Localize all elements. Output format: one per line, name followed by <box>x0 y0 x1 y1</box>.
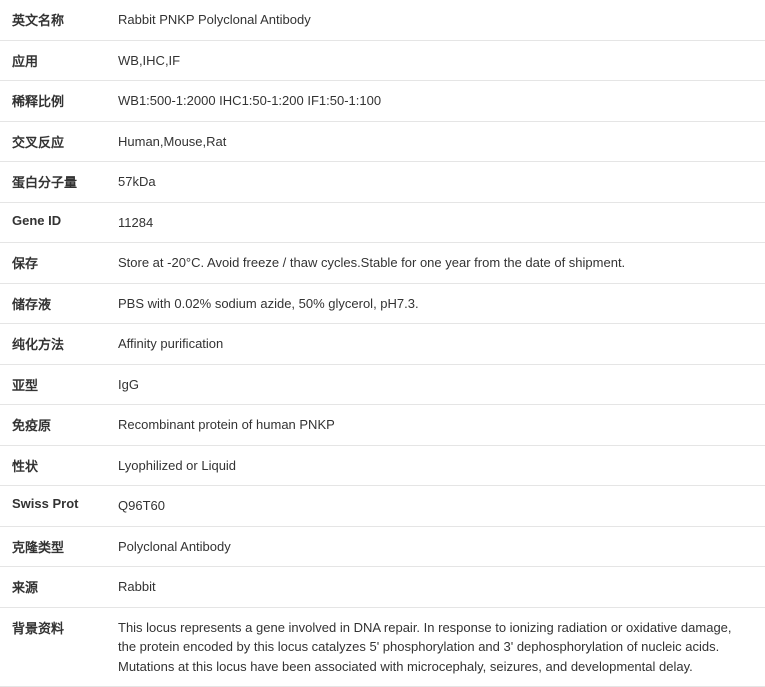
table-row: 储存液PBS with 0.02% sodium azide, 50% glyc… <box>0 283 765 324</box>
spec-label: 交叉反应 <box>0 121 110 162</box>
table-row: 纯化方法Affinity purification <box>0 324 765 365</box>
spec-label: 亚型 <box>0 364 110 405</box>
spec-label: 免疫原 <box>0 405 110 446</box>
spec-value: Affinity purification <box>110 324 765 365</box>
spec-label: 蛋白分子量 <box>0 162 110 203</box>
spec-value: Rabbit PNKP Polyclonal Antibody <box>110 0 765 40</box>
spec-value: PBS with 0.02% sodium azide, 50% glycero… <box>110 283 765 324</box>
table-row: 交叉反应Human,Mouse,Rat <box>0 121 765 162</box>
spec-label: Gene ID <box>0 202 110 243</box>
spec-label: 英文名称 <box>0 0 110 40</box>
product-spec-table: 英文名称Rabbit PNKP Polyclonal Antibody应用WB,… <box>0 0 765 687</box>
spec-label: 储存液 <box>0 283 110 324</box>
spec-label: 背景资料 <box>0 607 110 687</box>
spec-label: 稀释比例 <box>0 81 110 122</box>
spec-value: Human,Mouse,Rat <box>110 121 765 162</box>
spec-value: Recombinant protein of human PNKP <box>110 405 765 446</box>
table-row: 亚型IgG <box>0 364 765 405</box>
table-row: Swiss ProtQ96T60 <box>0 486 765 527</box>
table-row: 英文名称Rabbit PNKP Polyclonal Antibody <box>0 0 765 40</box>
spec-value: 57kDa <box>110 162 765 203</box>
table-row: 应用WB,IHC,IF <box>0 40 765 81</box>
spec-value: This locus represents a gene involved in… <box>110 607 765 687</box>
spec-table-body: 英文名称Rabbit PNKP Polyclonal Antibody应用WB,… <box>0 0 765 687</box>
table-row: 背景资料This locus represents a gene involve… <box>0 607 765 687</box>
spec-label: 克隆类型 <box>0 526 110 567</box>
spec-label: Swiss Prot <box>0 486 110 527</box>
table-row: 克隆类型Polyclonal Antibody <box>0 526 765 567</box>
spec-label: 应用 <box>0 40 110 81</box>
spec-label: 性状 <box>0 445 110 486</box>
table-row: 稀释比例WB1:500-1:2000 IHC1:50-1:200 IF1:50-… <box>0 81 765 122</box>
spec-label: 纯化方法 <box>0 324 110 365</box>
table-row: 蛋白分子量57kDa <box>0 162 765 203</box>
spec-label: 来源 <box>0 567 110 608</box>
table-row: 来源Rabbit <box>0 567 765 608</box>
table-row: 免疫原Recombinant protein of human PNKP <box>0 405 765 446</box>
spec-value: Q96T60 <box>110 486 765 527</box>
spec-value: WB,IHC,IF <box>110 40 765 81</box>
spec-value: Lyophilized or Liquid <box>110 445 765 486</box>
spec-value: IgG <box>110 364 765 405</box>
spec-value: 11284 <box>110 202 765 243</box>
spec-value: Store at -20°C. Avoid freeze / thaw cycl… <box>110 243 765 284</box>
table-row: 性状Lyophilized or Liquid <box>0 445 765 486</box>
spec-label: 保存 <box>0 243 110 284</box>
spec-value: WB1:500-1:2000 IHC1:50-1:200 IF1:50-1:10… <box>110 81 765 122</box>
spec-value: Polyclonal Antibody <box>110 526 765 567</box>
spec-value: Rabbit <box>110 567 765 608</box>
table-row: Gene ID11284 <box>0 202 765 243</box>
table-row: 保存Store at -20°C. Avoid freeze / thaw cy… <box>0 243 765 284</box>
